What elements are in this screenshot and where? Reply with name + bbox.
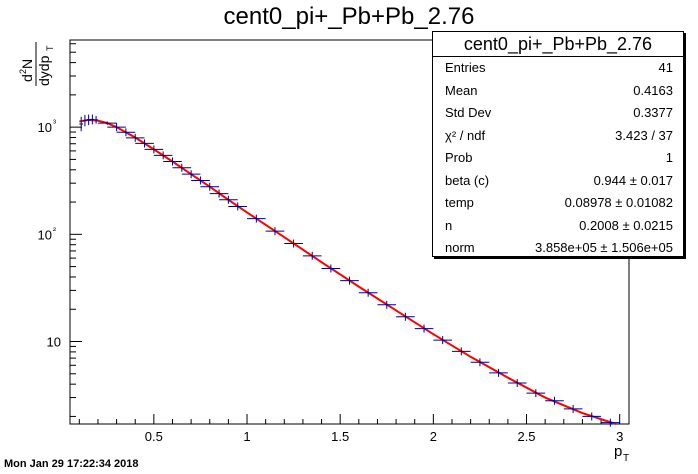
- data-point: [94, 116, 98, 124]
- x-tick-label: 3: [616, 429, 623, 444]
- data-point: [116, 128, 136, 137]
- data-point: [358, 288, 378, 297]
- x-tick-label: 2.5: [517, 429, 535, 444]
- data-point: [433, 336, 452, 345]
- data-point: [321, 264, 341, 273]
- x-tick-label: 0.5: [145, 429, 163, 444]
- y-axis-label-numerator-sup: 2: [18, 69, 28, 74]
- data-point: [144, 145, 164, 154]
- stats-box: cent0_pi+_Pb+Pb_2.76 Entries 41 Mean 0.4…: [432, 31, 684, 257]
- data-point: [302, 251, 322, 260]
- data-point: [377, 300, 397, 309]
- stats-label: Entries: [445, 60, 486, 75]
- data-point: [191, 176, 210, 185]
- y-axis-label-denominator-sub: T: [45, 45, 55, 51]
- page-title: cent0_pi+_Pb+Pb_2.76: [223, 3, 475, 30]
- data-point: [86, 114, 91, 126]
- stats-value: 0.08978 ± 0.01082: [564, 195, 673, 210]
- stats-value: 0.2008 ± 0.0215: [579, 217, 673, 233]
- stats-value: 1: [665, 150, 673, 165]
- stats-row-mean: Mean 0.4163: [433, 80, 683, 103]
- stats-label: n: [445, 217, 453, 233]
- data-point: [219, 195, 238, 204]
- data-point: [153, 151, 173, 160]
- y-axis-label-numerator-n: N: [19, 59, 35, 69]
- stats-row-prob: Prob 1: [433, 147, 683, 170]
- data-point: [97, 121, 117, 125]
- y-tick-label: 10: [47, 335, 61, 350]
- stats-label: Prob: [445, 150, 473, 165]
- data-point: [228, 202, 248, 211]
- stats-label: χ² / ndf: [445, 127, 486, 143]
- stats-value: 41: [658, 60, 673, 75]
- stats-row-beta: beta (c) 0.944 ± 0.017: [433, 170, 683, 193]
- data-point: [79, 116, 84, 132]
- data-point: [163, 157, 182, 166]
- stats-label: Std Dev: [445, 105, 492, 120]
- data-point: [396, 312, 415, 321]
- data-point: [83, 114, 87, 127]
- x-axis-label-subscript: T: [623, 453, 629, 464]
- stats-row-chi2-ndf: χ² / ndf 3.423 / 37: [433, 125, 683, 148]
- stats-label: temp: [445, 195, 474, 210]
- data-point: [601, 418, 620, 427]
- data-point: [489, 368, 508, 377]
- data-point: [265, 227, 285, 236]
- y-tick-label-exponent: ²: [53, 225, 56, 235]
- data-points: [79, 114, 620, 427]
- data-point: [90, 114, 95, 125]
- y-axis-label: d 2 N dydp T: [18, 42, 55, 86]
- data-point: [526, 389, 546, 398]
- data-point: [414, 324, 434, 333]
- y-axis-label-numerator: d: [19, 74, 35, 82]
- data-point: [470, 358, 490, 367]
- stats-row-n: n 0.2008 ± 0.0215: [433, 215, 683, 238]
- stats-box-title: cent0_pi+_Pb+Pb_2.76: [433, 32, 683, 57]
- data-point: [507, 379, 527, 388]
- data-point: [181, 170, 201, 179]
- data-point: [563, 404, 583, 413]
- data-point: [172, 163, 192, 172]
- stats-label: Mean: [445, 82, 478, 98]
- stats-label: norm: [445, 240, 475, 255]
- data-point: [135, 139, 154, 148]
- data-point: [209, 189, 229, 198]
- data-point: [125, 133, 145, 142]
- x-tick-label: 2: [430, 429, 437, 444]
- data-point: [247, 214, 266, 223]
- x-tick-label: 1.5: [331, 429, 349, 444]
- y-tick-label: 10: [38, 120, 52, 135]
- axis-ticks: [70, 43, 621, 424]
- stats-value: 3.423 / 37: [615, 127, 673, 143]
- data-point: [545, 396, 564, 405]
- stats-row-entries: Entries 41: [433, 57, 683, 80]
- data-point: [107, 123, 126, 132]
- stats-value: 3.858e+05 ± 1.506e+05: [535, 240, 673, 255]
- footer-timestamp: Mon Jan 29 17:22:34 2018: [4, 458, 139, 470]
- x-axis-label-p: p: [614, 443, 622, 460]
- stats-value: 0.944 ± 0.017: [593, 172, 673, 188]
- stats-label: beta (c): [445, 172, 490, 188]
- data-point: [200, 182, 220, 191]
- x-tick-label: 1: [243, 429, 250, 444]
- data-point: [340, 276, 359, 285]
- stats-row-std-dev: Std Dev 0.3377: [433, 102, 683, 125]
- stats-value: 0.3377: [633, 105, 673, 120]
- stats-row-temp: temp 0.08978 ± 0.01082: [433, 192, 683, 215]
- stats-value: 0.4163: [633, 82, 673, 98]
- data-point: [582, 412, 602, 421]
- y-tick-label-exponent: ³: [53, 118, 56, 128]
- data-point: [451, 347, 471, 356]
- data-point: [284, 239, 303, 248]
- y-axis-label-denominator: dydp: [36, 55, 52, 86]
- y-tick-label: 10: [38, 227, 52, 242]
- stats-row-norm: norm 3.858e+05 ± 1.506e+05: [433, 237, 683, 260]
